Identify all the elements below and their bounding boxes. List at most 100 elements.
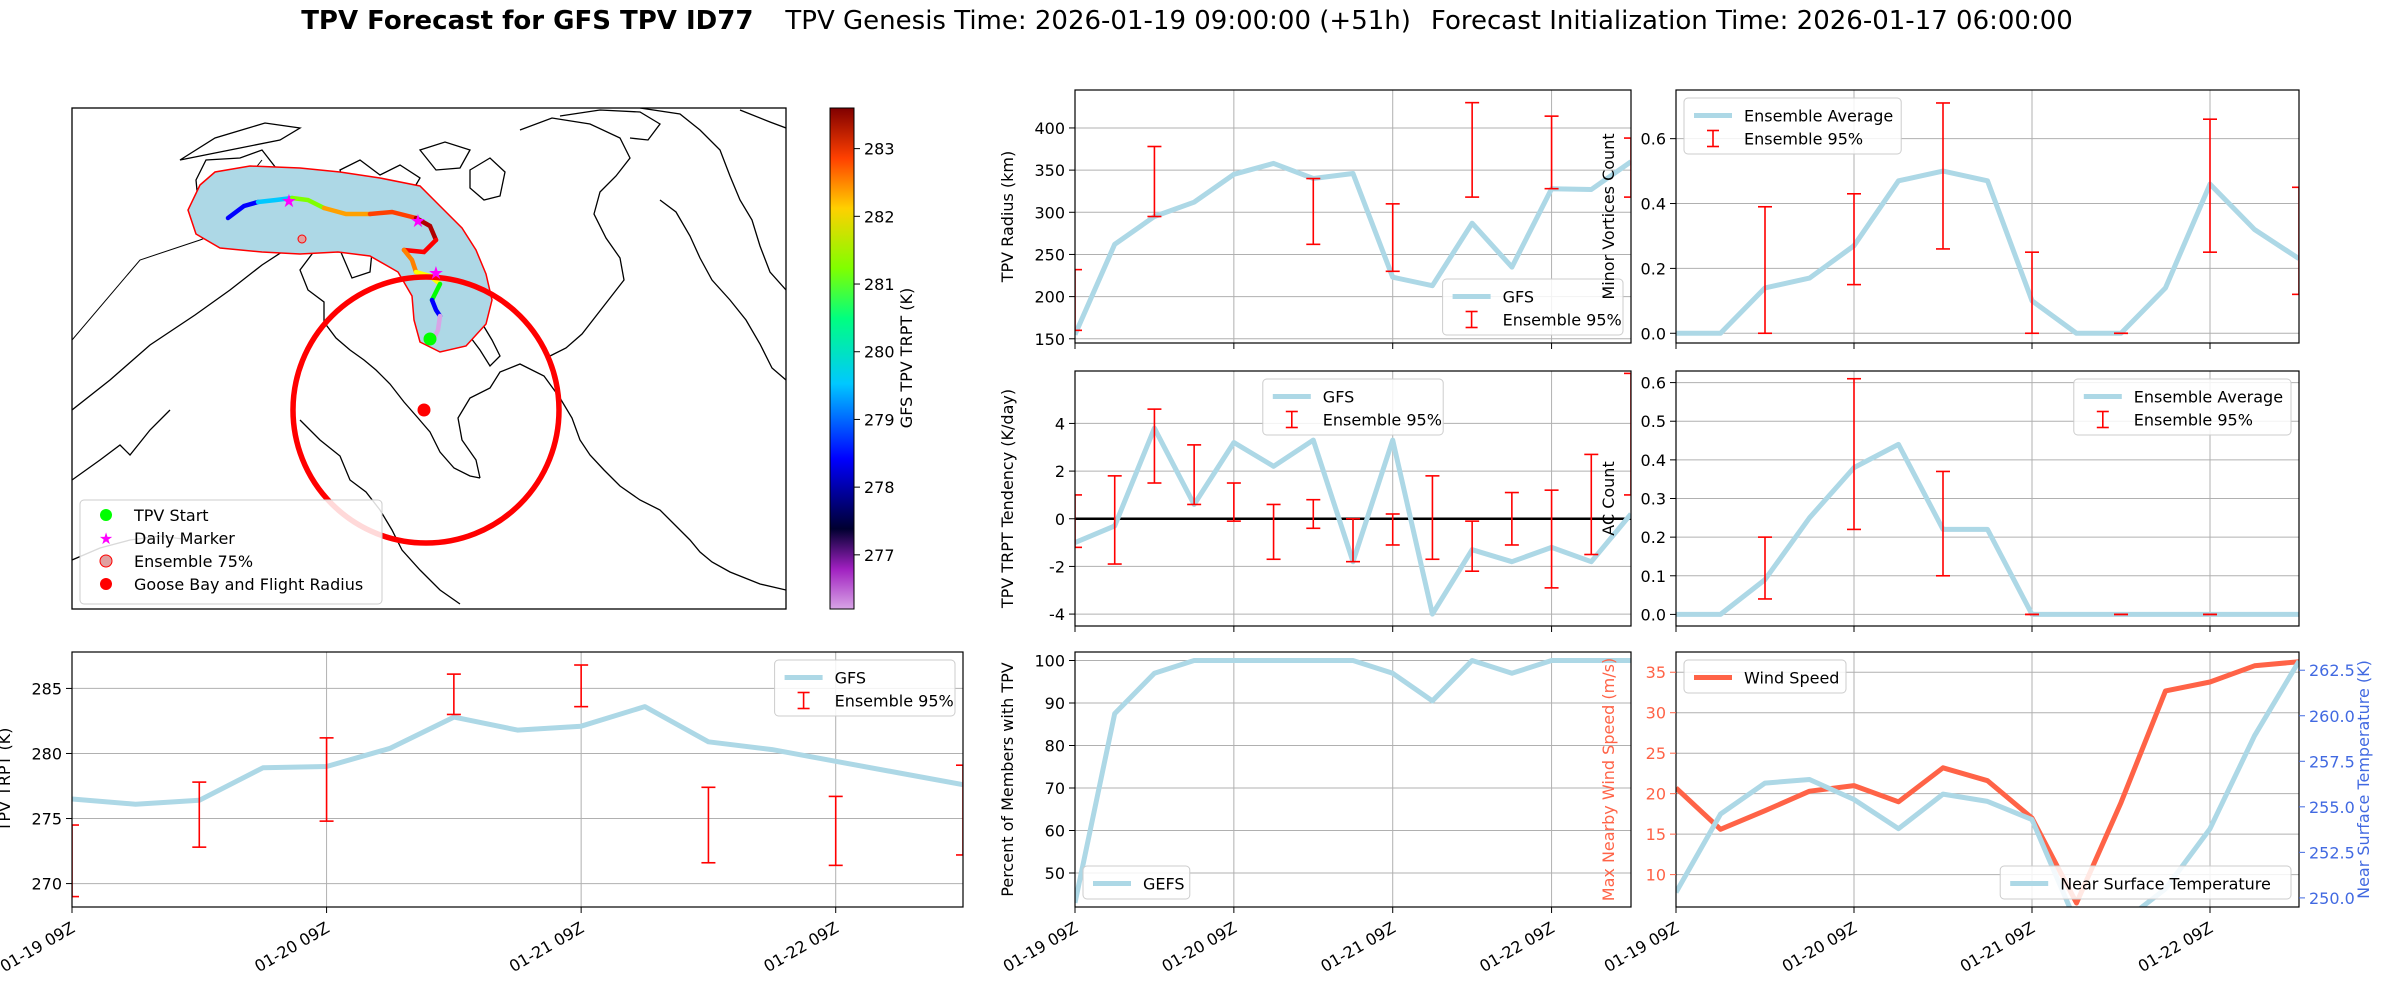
wind-ylabel2: Near Surface Temperature (K) [2354, 660, 2373, 899]
wind-ytick2-label-5: 262.5 [2309, 661, 2355, 680]
percent-ytick-label-3: 80 [1045, 737, 1065, 756]
trpt-errorbar-5 [701, 786, 716, 864]
tendency-errorbar-12 [1544, 489, 1559, 589]
percent-xtick-label-0: 01-19 09Z [1000, 918, 1081, 976]
legend-daily-label: Daily Marker [134, 529, 235, 548]
chart-trpt: 270 275 280 285 TPV TRPT (K) 01-19 09Z 01-20 0… [0, 651, 964, 976]
percent-xtick-label-3: 01-22 09Z [1476, 918, 1557, 976]
minor-ytick-label-0: 0.0 [1641, 324, 1666, 343]
minor-ytick-label-1: 0.2 [1641, 259, 1666, 278]
figure-title: TPV Forecast for GFS TPV ID77 TPV Genesis… [0, 6, 2384, 36]
tendency-errorbar-7 [1346, 517, 1360, 563]
radius-ytick-label-5: 400 [1034, 119, 1065, 138]
trpt-ytick-label-2: 280 [31, 744, 62, 763]
percent-xtick-label-1: 01-20 09Z [1159, 918, 1240, 976]
tendency-ytick-label-3: 2 [1055, 462, 1065, 481]
tendency-errorbar-2 [1147, 408, 1162, 484]
radius-errorbar-5 [1544, 115, 1559, 190]
colorbar-tick-label-3: 280 [864, 343, 895, 362]
ac-ytick-label-4: 0.4 [1641, 451, 1666, 470]
radius-legend-label-1: Ensemble 95% [1503, 311, 1622, 330]
trpt-legend-box [774, 659, 956, 717]
trpt-errorbar-4 [574, 664, 589, 708]
trpt-errorbar-3 [446, 673, 461, 716]
tendency-legend-box [1262, 378, 1444, 436]
colorbar-gradient [829, 107, 855, 610]
map-legend-box [79, 499, 383, 605]
wind-xtick-label-2: 01-21 09Z [1957, 918, 2038, 976]
trpt-ytick-label-3: 285 [31, 679, 62, 698]
wind-ytick2-label-2: 255.0 [2309, 798, 2355, 817]
chart-tendency: -4 -2 0 2 4 TPV TRPT Tendency (K/day) GFS Ensem… [998, 370, 1632, 632]
map-frame [71, 107, 787, 610]
tendency-errorbar-8 [1385, 513, 1400, 546]
percent-ytick-label-5: 100 [1034, 652, 1065, 671]
radius-errorbar-2 [1306, 177, 1321, 246]
minor-errorbar-6 [2292, 186, 2299, 296]
percent-ytick-label-0: 50 [1045, 864, 1065, 883]
trpt-ytick-label-0: 270 [31, 875, 62, 894]
trpt-xtick-label-0: 01-19 09Z [0, 918, 78, 976]
wind-legend-2: Near Surface Temperature [1999, 865, 2292, 900]
wind-legend-label-0-2: Near Surface Temperature [2060, 875, 2271, 894]
chart-radius: 150 200 250 300 350 400 TPV Radius (km) GFS Ense… [998, 89, 1632, 349]
tendency-frame [1074, 370, 1632, 627]
colorbar-label: GFS TPV TRPT (K) [897, 288, 916, 428]
minor-frame [1675, 89, 2300, 344]
trpt-xtick-label-2: 01-21 09Z [506, 918, 587, 976]
trpt-series-0-line [72, 704, 963, 807]
tendency-errorbar-5 [1266, 503, 1281, 561]
trpt-errorbar-1 [192, 781, 207, 848]
wind-ytick-label-5: 35 [1646, 663, 1666, 682]
percent-ytick-label-2: 70 [1045, 779, 1065, 798]
colorbar-tick-label-1: 278 [864, 478, 895, 497]
chart-wind: 10 15 20 25 30 35 Max Nearby Wind Speed (m/s) 2… [1599, 651, 2373, 976]
minor-series-0-line [1676, 168, 2299, 336]
tendency-legend-label-0: GFS [1323, 388, 1354, 407]
trpt-ytick-label-1: 275 [31, 810, 62, 829]
radius-errorbar-4 [1465, 101, 1480, 198]
radius-ytick-label-3: 300 [1034, 203, 1065, 222]
tendency-errorbar-14 [1624, 372, 1631, 496]
minor-legend-label-1: Ensemble 95% [1744, 130, 1863, 149]
legend-goosebay-label: Goose Bay and Flight Radius [134, 575, 363, 594]
title-main: TPV Forecast for GFS TPV ID77 [301, 6, 754, 36]
minor-legend: Ensemble Average Ensemble 95% [1683, 97, 1902, 155]
wind-ytick-label-0: 10 [1646, 866, 1666, 885]
goose-bay-marker [417, 403, 431, 417]
tendency-errorbar-3 [1187, 444, 1202, 506]
percent-ytick-label-4: 90 [1045, 694, 1065, 713]
percent-legend-label-0: GEFS [1143, 875, 1185, 894]
ac-errorbar-2 [1936, 470, 1950, 577]
ensemble-75-region [187, 165, 493, 353]
wind-series-1-line [1676, 659, 2299, 907]
trpt-xtick-label-1: 01-20 09Z [251, 918, 332, 976]
legend-start-label: TPV Start [133, 506, 209, 525]
tendency-errorbar-13 [1584, 453, 1599, 556]
wind-legend-box [1683, 659, 1847, 694]
minor-errorbar-0 [1758, 205, 1772, 335]
radius-legend-label-0: GFS [1503, 288, 1534, 307]
ac-errorbar-0 [1758, 536, 1772, 600]
percent-xtick-label-2: 01-21 09Z [1317, 918, 1398, 976]
minor-ylabel: Minor Vortices Count [1599, 133, 1618, 299]
tendency-errorbar-1 [1107, 475, 1122, 565]
wind-ytick-label-3: 25 [1646, 744, 1666, 763]
minor-errorbar-1 [1847, 192, 1861, 286]
ensemble-75-marker [297, 234, 307, 244]
tendency-ytick-label-1: -2 [1049, 557, 1065, 576]
ac-ylabel: AC Count [1599, 461, 1618, 535]
ac-ytick-label-1: 0.1 [1641, 567, 1666, 586]
daily-marker-3: ★ [428, 263, 444, 284]
wind-legend-box-2 [1999, 865, 2292, 900]
radius-ytick-label-4: 350 [1034, 161, 1065, 180]
trpt-errorbar-2 [319, 737, 334, 822]
tendency-legend: GFS Ensemble 95% [1262, 378, 1444, 436]
tendency-legend-label-1: Ensemble 95% [1323, 411, 1442, 430]
tendency-errorbar-4 [1226, 482, 1241, 522]
title-init: Forecast Initialization Time: 2026-01-17… [1430, 6, 2073, 36]
minor-ytick-label-3: 0.6 [1641, 130, 1666, 149]
minor-legend-box [1683, 97, 1902, 155]
tendency-ylabel: TPV TRPT Tendency (K/day) [998, 389, 1017, 609]
radius-errorbar-3 [1385, 203, 1400, 273]
